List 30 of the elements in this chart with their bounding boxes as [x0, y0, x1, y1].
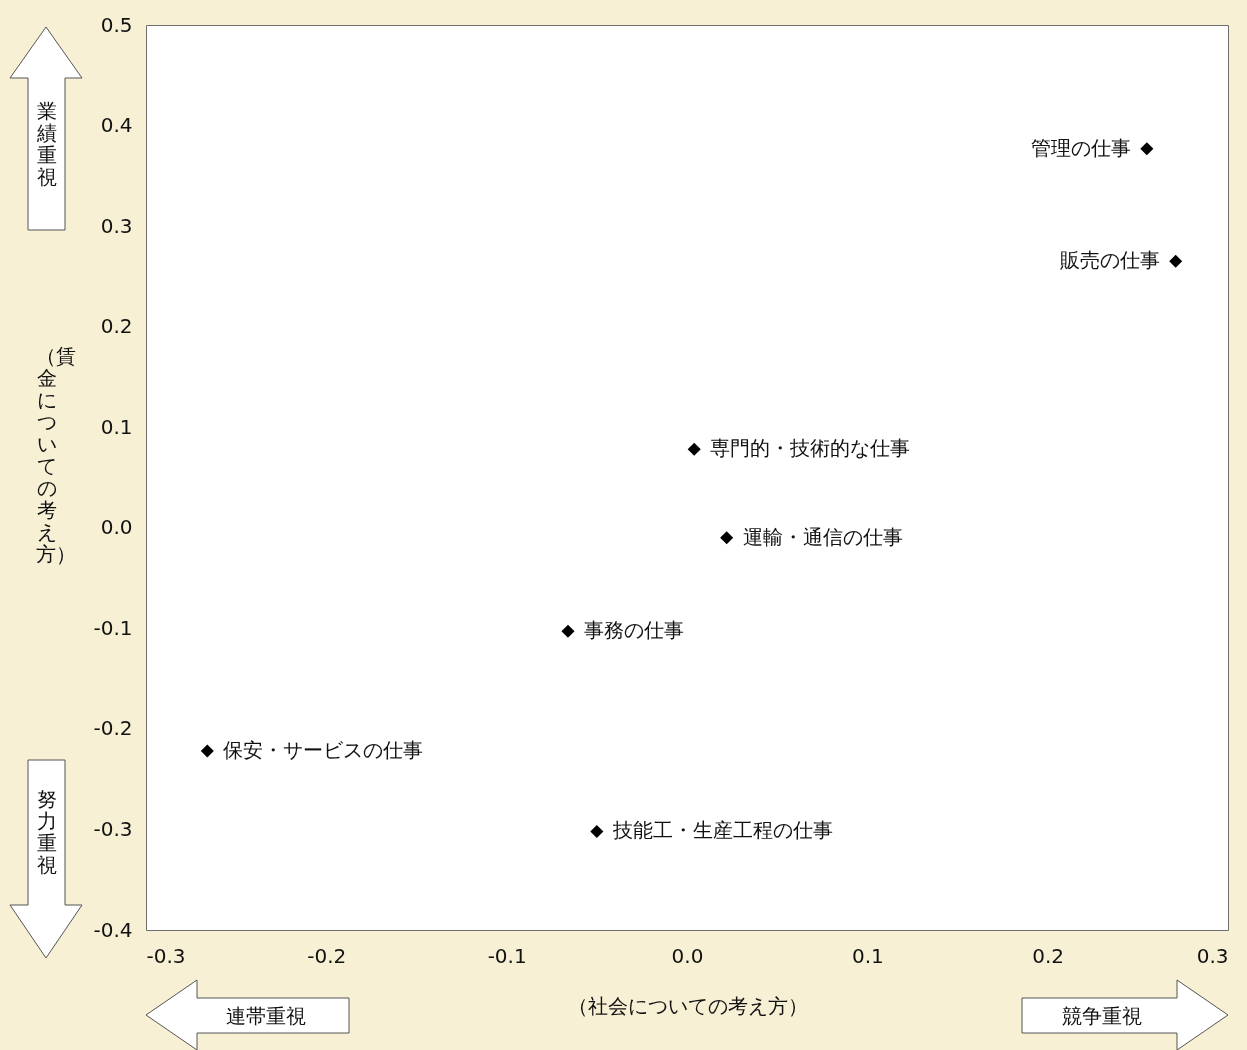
x-axis-title: （社会についての考え方）	[567, 993, 808, 1018]
y-tick-label: -0.3	[93, 816, 133, 841]
annotation: 専門的・技術的な仕事	[710, 436, 911, 461]
y-tick-label: 0.4	[100, 113, 133, 138]
y-tick-label: 0.5	[100, 12, 133, 37]
y-tick-label: -0.1	[93, 615, 133, 640]
annotation: 運輸・通信の仕事	[742, 524, 903, 549]
y-tick-label: 0.1	[100, 414, 133, 439]
annotation: 管理の仕事	[1030, 135, 1131, 160]
x-tick-label: 0.2	[1032, 943, 1065, 968]
x-tick-label: 0.3	[1196, 943, 1229, 968]
y-tick-label: -0.2	[93, 716, 133, 741]
x-tick-label: -0.2	[307, 943, 347, 968]
annotation: 販売の仕事	[1059, 248, 1160, 273]
x-tick-label: -0.1	[487, 943, 527, 968]
text: （賃金についての考え方）	[36, 344, 76, 566]
y-tick-label: -0.4	[93, 917, 133, 942]
annotation: 技能工・生産工程の仕事	[611, 818, 833, 843]
text: 業績重視	[36, 99, 57, 189]
y-tick-label: 0.3	[100, 213, 133, 238]
annotation: 保安・サービスの仕事	[223, 738, 424, 763]
x-tick-label: 0.1	[851, 943, 884, 968]
annotation: 事務の仕事	[583, 618, 684, 643]
text: 競争重視	[1061, 1003, 1143, 1030]
text: 連帯重視	[225, 1003, 307, 1030]
text: 努力重視	[36, 787, 57, 877]
x-tick-label: -0.3	[146, 943, 186, 968]
y-tick-label: 0.0	[100, 515, 133, 540]
x-tick-label: 0.0	[671, 943, 704, 968]
y-tick-label: 0.2	[100, 314, 133, 339]
